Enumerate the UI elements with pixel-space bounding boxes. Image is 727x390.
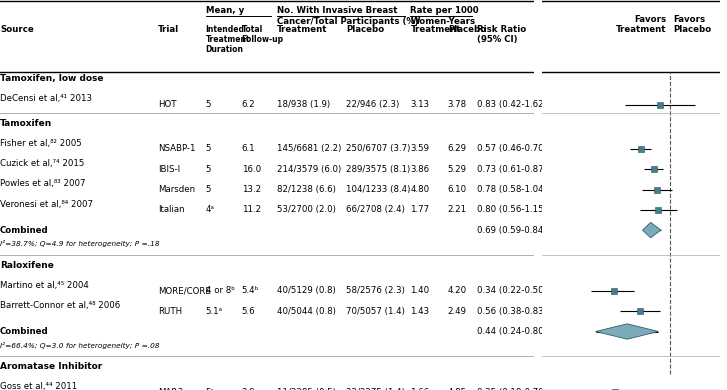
Text: Italian: Italian xyxy=(158,205,184,215)
Text: 11.2: 11.2 xyxy=(241,205,261,215)
Text: 1.77: 1.77 xyxy=(410,205,430,215)
Text: 5.1ᵃ: 5.1ᵃ xyxy=(206,307,222,316)
Text: 32/2275 (1.4): 32/2275 (1.4) xyxy=(346,388,405,390)
Text: 5.29: 5.29 xyxy=(448,165,467,174)
Text: Combined: Combined xyxy=(0,327,49,336)
Text: 0.35 (0.18-0.70): 0.35 (0.18-0.70) xyxy=(477,388,547,390)
Text: 6.10: 6.10 xyxy=(448,185,467,194)
Text: 58/2576 (2.3): 58/2576 (2.3) xyxy=(346,286,405,296)
Text: Martino et al,⁴⁵ 2004: Martino et al,⁴⁵ 2004 xyxy=(0,281,89,290)
Text: 0.80 (0.56-1.15): 0.80 (0.56-1.15) xyxy=(477,205,547,215)
Polygon shape xyxy=(595,324,659,339)
Text: I²=38.7%; Q=4.9 for heterogeneity; P =.18: I²=38.7%; Q=4.9 for heterogeneity; P =.1… xyxy=(0,240,160,247)
Text: 40/5129 (0.8): 40/5129 (0.8) xyxy=(277,286,336,296)
Text: 3.59: 3.59 xyxy=(410,144,430,154)
Text: 5: 5 xyxy=(206,185,212,194)
Text: Mean, y: Mean, y xyxy=(206,6,244,15)
Text: Veronesi et al,⁸⁴ 2007: Veronesi et al,⁸⁴ 2007 xyxy=(0,200,93,209)
Text: Favors
Treatment: Favors Treatment xyxy=(616,15,667,34)
Text: Combined: Combined xyxy=(0,225,49,235)
Text: 11/2285 (0.5): 11/2285 (0.5) xyxy=(277,388,336,390)
Text: Fisher et al,⁸² 2005: Fisher et al,⁸² 2005 xyxy=(0,139,81,148)
Text: 6.1: 6.1 xyxy=(241,144,255,154)
Text: 0.56 (0.38-0.83): 0.56 (0.38-0.83) xyxy=(477,307,547,316)
Text: Tamoxifen: Tamoxifen xyxy=(0,119,52,128)
Text: 5.4ᵇ: 5.4ᵇ xyxy=(241,286,259,296)
Polygon shape xyxy=(643,222,661,238)
Text: 3.78: 3.78 xyxy=(448,100,467,109)
Text: 0.57 (0.46-0.70): 0.57 (0.46-0.70) xyxy=(477,144,547,154)
Text: 2.9: 2.9 xyxy=(241,388,255,390)
Text: 4.80: 4.80 xyxy=(410,185,430,194)
Text: 289/3575 (8.1): 289/3575 (8.1) xyxy=(346,165,411,174)
Text: Intended
Treatment
Duration: Intended Treatment Duration xyxy=(206,25,250,55)
Text: 1.66: 1.66 xyxy=(410,388,430,390)
Text: 6.29: 6.29 xyxy=(448,144,467,154)
Text: 0.44 (0.24-0.80): 0.44 (0.24-0.80) xyxy=(477,327,547,336)
Text: Marsden: Marsden xyxy=(158,185,195,194)
Text: 70/5057 (1.4): 70/5057 (1.4) xyxy=(346,307,405,316)
Text: DeCensi et al,⁴¹ 2013: DeCensi et al,⁴¹ 2013 xyxy=(0,94,92,103)
Text: 5.6: 5.6 xyxy=(241,307,255,316)
Text: 4.85: 4.85 xyxy=(448,388,467,390)
Text: 4 or 8ᵇ: 4 or 8ᵇ xyxy=(206,286,235,296)
Text: 53/2700 (2.0): 53/2700 (2.0) xyxy=(277,205,336,215)
Text: 0.73 (0.61-0.87): 0.73 (0.61-0.87) xyxy=(477,165,547,174)
Text: MORE/CORE: MORE/CORE xyxy=(158,286,211,296)
Text: 214/3579 (6.0): 214/3579 (6.0) xyxy=(277,165,341,174)
Text: No. With Invasive Breast
Cancer/Total Participants (%): No. With Invasive Breast Cancer/Total Pa… xyxy=(277,6,419,26)
Text: 4.20: 4.20 xyxy=(448,286,467,296)
Text: Aromatase Inhibitor: Aromatase Inhibitor xyxy=(0,362,103,371)
Text: 1.40: 1.40 xyxy=(410,286,430,296)
Text: 0.78 (0.58-1.04): 0.78 (0.58-1.04) xyxy=(477,185,547,194)
Text: 0.34 (0.22-0.50): 0.34 (0.22-0.50) xyxy=(477,286,547,296)
Text: NSABP-1: NSABP-1 xyxy=(158,144,195,154)
Text: 2.21: 2.21 xyxy=(448,205,467,215)
Text: I²=66.4%; Q=3.0 for heterogeneity; P =.08: I²=66.4%; Q=3.0 for heterogeneity; P =.0… xyxy=(0,342,160,349)
Text: 18/938 (1.9): 18/938 (1.9) xyxy=(277,100,330,109)
Text: Powles et al,⁸³ 2007: Powles et al,⁸³ 2007 xyxy=(0,179,86,188)
Text: 0.83 (0.42-1.62): 0.83 (0.42-1.62) xyxy=(477,100,547,109)
Text: 13.2: 13.2 xyxy=(241,185,261,194)
Text: 66/2708 (2.4): 66/2708 (2.4) xyxy=(346,205,405,215)
Text: 5: 5 xyxy=(206,165,212,174)
Text: MAP.3: MAP.3 xyxy=(158,388,183,390)
Text: Cuzick et al,⁷⁴ 2015: Cuzick et al,⁷⁴ 2015 xyxy=(0,159,84,168)
Text: 250/6707 (3.7): 250/6707 (3.7) xyxy=(346,144,411,154)
Text: Risk Ratio
(95% CI): Risk Ratio (95% CI) xyxy=(477,25,526,44)
Text: Raloxifene: Raloxifene xyxy=(0,261,54,269)
Text: 6.2: 6.2 xyxy=(241,100,255,109)
Text: Favors
Placebo: Favors Placebo xyxy=(673,15,712,34)
Text: Tamoxifen, low dose: Tamoxifen, low dose xyxy=(0,74,103,83)
Text: 40/5044 (0.8): 40/5044 (0.8) xyxy=(277,307,336,316)
Text: 4ᵃ: 4ᵃ xyxy=(206,205,214,215)
Text: 5: 5 xyxy=(206,100,212,109)
Text: 22/946 (2.3): 22/946 (2.3) xyxy=(346,100,400,109)
Text: 3.86: 3.86 xyxy=(410,165,430,174)
Text: Total
Follow-up: Total Follow-up xyxy=(241,25,284,44)
Text: 3.13: 3.13 xyxy=(410,100,430,109)
Text: Treatment: Treatment xyxy=(277,25,327,34)
Text: 145/6681 (2.2): 145/6681 (2.2) xyxy=(277,144,341,154)
Text: Barrett-Connor et al,⁴⁸ 2006: Barrett-Connor et al,⁴⁸ 2006 xyxy=(0,301,120,310)
Text: 82/1238 (6.6): 82/1238 (6.6) xyxy=(277,185,336,194)
Text: Treatment: Treatment xyxy=(410,25,461,34)
Text: 16.0: 16.0 xyxy=(241,165,261,174)
Text: 0.69 (0.59-0.84): 0.69 (0.59-0.84) xyxy=(477,225,547,235)
Text: 2.49: 2.49 xyxy=(448,307,467,316)
Text: 5: 5 xyxy=(206,144,212,154)
Text: 1.43: 1.43 xyxy=(410,307,430,316)
Text: Rate per 1000
Women-Years: Rate per 1000 Women-Years xyxy=(410,6,479,26)
Text: HOT: HOT xyxy=(158,100,176,109)
Text: IBIS-I: IBIS-I xyxy=(158,165,180,174)
Text: Trial: Trial xyxy=(158,25,179,34)
Text: Goss et al,⁴⁴ 2011: Goss et al,⁴⁴ 2011 xyxy=(0,382,77,390)
Text: Placebo: Placebo xyxy=(346,25,385,34)
Text: 5ᶜ: 5ᶜ xyxy=(206,388,214,390)
Text: 104/1233 (8.4): 104/1233 (8.4) xyxy=(346,185,411,194)
Text: Source: Source xyxy=(0,25,33,34)
Text: Placebo: Placebo xyxy=(448,25,486,34)
Text: RUTH: RUTH xyxy=(158,307,182,316)
